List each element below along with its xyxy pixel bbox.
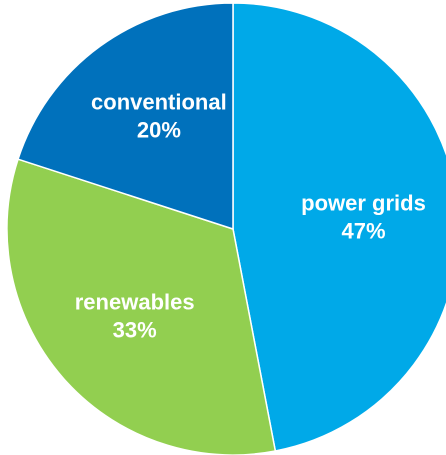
slice-value-label: 20% [137, 117, 181, 142]
pie-labels: power grids 47% renewables 33% conventional 2… [75, 89, 426, 342]
pie-label-conventional: conventional 20% [91, 89, 227, 142]
pie-slice-power-grids [232, 2, 446, 452]
pie-slices [6, 2, 446, 455]
pie-label-power-grids: power grids 47% [301, 191, 426, 244]
slice-value-label: 33% [113, 318, 157, 343]
slice-name-label: power grids [301, 191, 426, 216]
pie-label-renewables: renewables 33% [75, 290, 195, 343]
slice-value-label: 47% [341, 219, 385, 244]
slice-name-label: conventional [91, 89, 227, 114]
pie-slice-renewables [6, 158, 277, 455]
slice-name-label: renewables [75, 290, 195, 315]
pie-slice-conventional [17, 2, 234, 231]
